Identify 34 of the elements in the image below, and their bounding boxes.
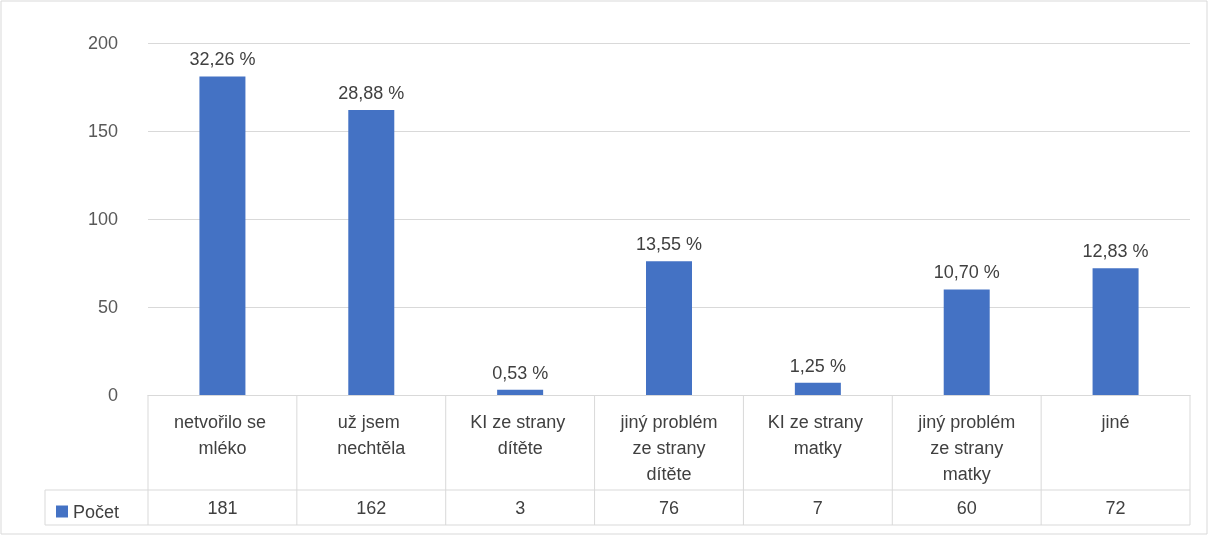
x-tick-label: jiné: [1100, 412, 1130, 432]
data-label: 72: [1105, 497, 1126, 518]
legend-label: Počet: [73, 501, 120, 522]
bar: [199, 76, 246, 395]
x-tick-label: už jsem nechtěla: [337, 412, 407, 458]
bar: [794, 382, 841, 395]
x-tick-label: jiný problém ze strany dítěte: [619, 412, 718, 484]
y-tick-label: 200: [87, 33, 118, 53]
bar: [646, 261, 692, 395]
data-label: 3: [515, 497, 526, 518]
x-tick-label: KI ze strany matky: [767, 412, 868, 458]
annotation: 10,70 %: [933, 262, 1000, 283]
x-tick-label: jiný problém ze strany matky: [917, 412, 1016, 484]
bar: [497, 389, 544, 395]
data-label: 7: [812, 497, 823, 518]
bar: [348, 109, 395, 395]
annotation: 1,25 %: [789, 355, 846, 376]
y-tick-label: 150: [87, 121, 118, 141]
bar: [943, 289, 990, 395]
data-label: 76: [658, 497, 680, 518]
annotation: 32,26 %: [189, 49, 256, 70]
data-label: 181: [207, 497, 238, 518]
y-tick-label: 0: [107, 385, 118, 405]
annotation: 28,88 %: [338, 82, 405, 103]
x-tick-label: netvořilo se mléko: [173, 412, 271, 458]
data-label: 60: [956, 497, 977, 518]
annotation: 12,83 %: [1082, 241, 1149, 262]
x-tick-label: KI ze strany dítěte: [470, 412, 571, 458]
annotation: 0,53 %: [492, 362, 549, 383]
bar: [1092, 268, 1139, 395]
y-tick-label: 100: [87, 209, 118, 229]
y-tick-label: 50: [97, 297, 118, 317]
annotation: 13,55 %: [635, 234, 703, 255]
data-label: 162: [356, 497, 387, 518]
